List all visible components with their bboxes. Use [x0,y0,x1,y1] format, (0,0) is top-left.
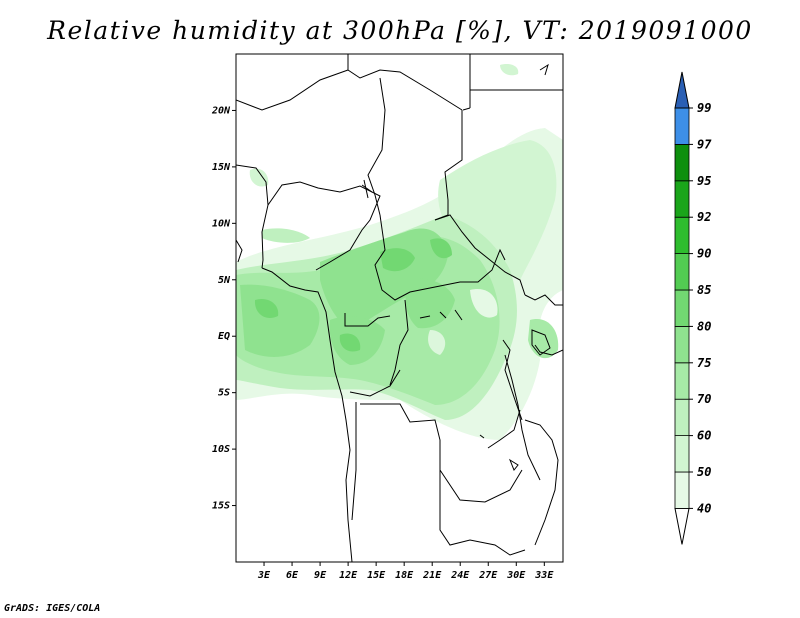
lat-tick-label: 5S [218,388,230,399]
colorbar-segment [674,471,690,509]
lon-tick-label: 12E [339,570,358,581]
lat-tick-label: 10S [212,444,230,455]
lat-tick-label: 20N [211,105,231,116]
colorbar-label: 85 [697,283,711,297]
colorbar-label: 99 [697,101,711,115]
colorbar-segment [674,398,690,437]
colorbar-segment [674,325,690,364]
colorbar-segment [674,107,690,145]
colorbar-label: 95 [697,174,711,188]
colorbar-segment [674,362,690,400]
lat-tick-label: 15S [212,501,230,512]
humidity-field [236,64,563,440]
colorbar-label: 40 [697,501,711,515]
lon-tick-label: 6E [286,570,299,581]
colorbar-label: 80 [697,319,711,333]
lon-tick-label: 3E [257,570,271,581]
colorbar-label: 90 [697,247,711,261]
lon-tick-label: 9E [314,570,327,581]
colorbar-segment [674,289,690,327]
lon-tick-label: 33E [534,570,554,581]
longitude-axis: 3E 6E 9E 12E 15E 18E 21E 24E 27E 30E 33E [257,562,554,581]
latitude-axis: 20N 15N 10N 5N EQ 5S 10S 15S [211,105,236,512]
colorbar-label: 75 [697,356,711,370]
country-borders [236,54,563,562]
colorbar-segment [674,435,690,473]
lat-tick-label: 10N [212,218,231,229]
colorbar-min-arrow [674,507,690,545]
map-frame [235,53,564,563]
colorbar-segment [674,216,690,254]
lon-tick-label: 30E [506,570,526,581]
map-title: Relative humidity at 300hPa [%], VT: 201… [47,16,753,45]
colorbar-label: 92 [697,210,711,224]
colorbar-label: 70 [697,392,711,406]
lon-tick-label: 27E [478,570,498,581]
colorbar-segment [674,180,690,218]
colorbar-label: 97 [697,137,712,151]
lon-tick-label: 24E [450,570,470,581]
colorbar-max-arrow [674,71,690,109]
colorbar-segment [674,253,690,291]
lon-tick-label: 18E [395,570,414,581]
lon-tick-label: 21E [422,570,442,581]
lat-tick-label: EQ [218,331,230,342]
grads-credit: GrADS: IGES/COLA [4,603,101,614]
lat-tick-label: 5N [218,275,231,286]
lon-tick-label: 15E [367,570,386,581]
colorbar: 40 50 60 70 75 80 85 90 92 95 97 99 [674,71,712,545]
colorbar-label: 60 [697,429,711,443]
colorbar-label: 50 [697,465,711,479]
lat-tick-label: 15N [212,162,231,173]
colorbar-segment [674,143,690,182]
